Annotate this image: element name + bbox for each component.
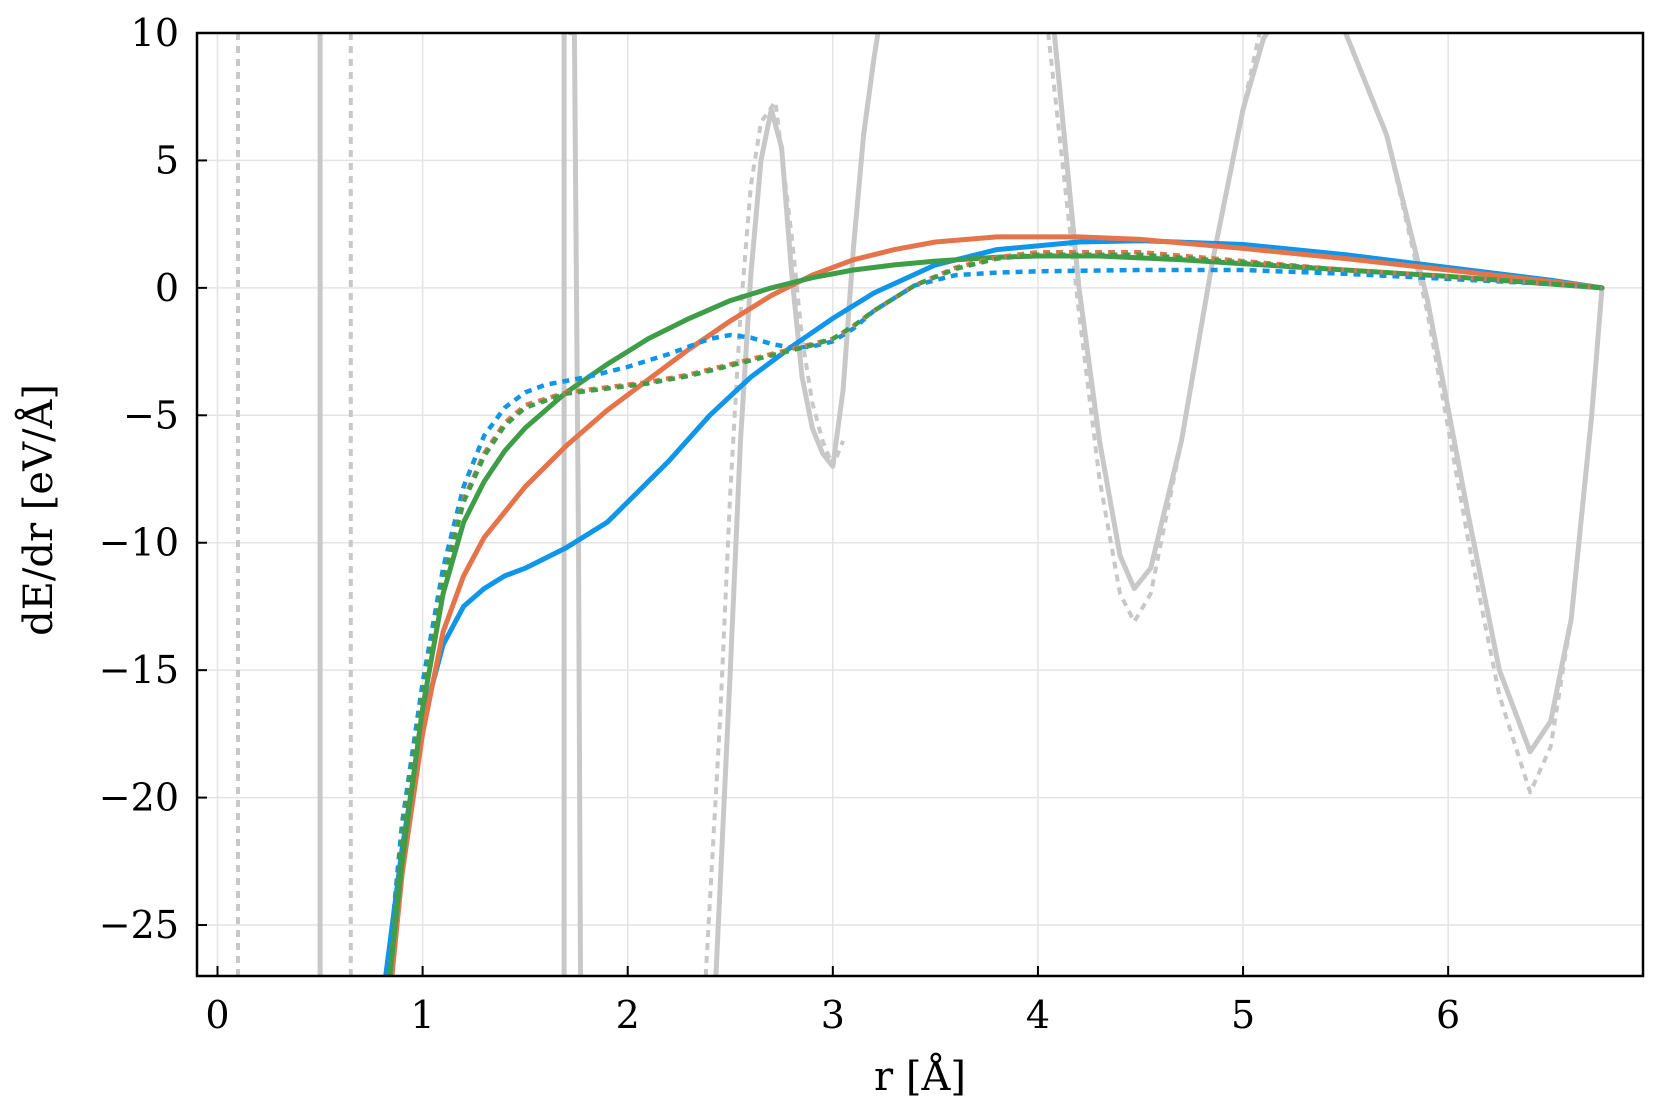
x-tick-label: 1 bbox=[411, 993, 435, 1037]
series-line-7 bbox=[703, 99, 845, 976]
y-tick-label: 10 bbox=[131, 11, 179, 55]
grid-lines bbox=[197, 32, 1643, 976]
series-line-15 bbox=[387, 252, 1603, 976]
x-tick-label: 6 bbox=[1436, 993, 1460, 1037]
x-tick-label: 0 bbox=[205, 993, 229, 1037]
y-tick-label: −15 bbox=[99, 648, 179, 692]
series-line-5 bbox=[567, 33, 583, 976]
plot-frame bbox=[195, 31, 1645, 978]
series-line-8 bbox=[1051, 33, 1605, 755]
y-tick-label: −20 bbox=[99, 776, 179, 820]
series-line-12 bbox=[387, 253, 1605, 976]
series-line-13 bbox=[385, 267, 1603, 976]
series-line-14 bbox=[387, 249, 1603, 976]
x-tick-label: 3 bbox=[821, 993, 845, 1037]
series-line-10 bbox=[383, 238, 1605, 976]
x-axis-label: r [Å] bbox=[874, 1053, 966, 1100]
ticks: 0 1 2 3 4 5 6 10 5 0 −5 −10 −15 −20 −25 bbox=[99, 11, 1460, 1037]
y-tick-label: −10 bbox=[99, 521, 179, 565]
x-tick-label: 5 bbox=[1231, 993, 1255, 1037]
series-line-9 bbox=[1046, 33, 1604, 795]
y-axis-label: dE/dr [eV/Å] bbox=[15, 384, 62, 636]
x-tick-label: 4 bbox=[1026, 993, 1050, 1037]
y-tick-label: −25 bbox=[99, 903, 179, 947]
series-line-11 bbox=[389, 234, 1605, 976]
series-line-6 bbox=[713, 33, 881, 976]
y-tick-label: 5 bbox=[155, 138, 179, 182]
series-group bbox=[236, 33, 1605, 976]
x-tick-label: 2 bbox=[616, 993, 640, 1037]
y-tick-label: 0 bbox=[155, 266, 179, 310]
y-tick-label: −5 bbox=[123, 393, 179, 437]
